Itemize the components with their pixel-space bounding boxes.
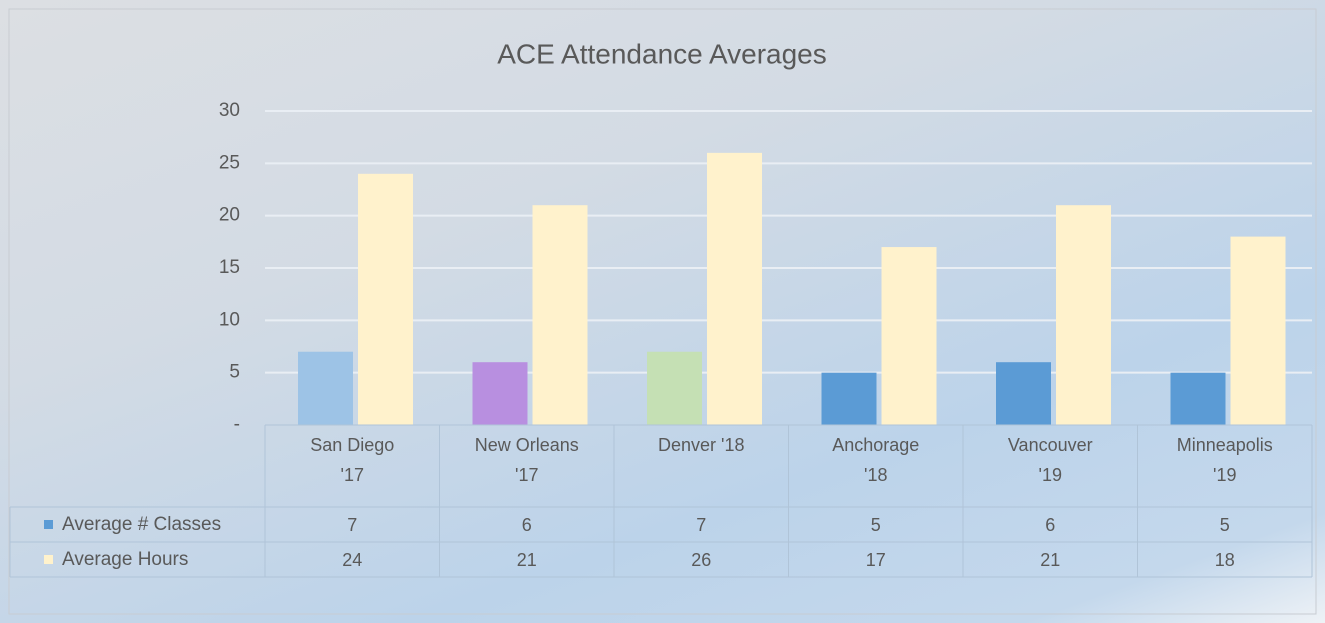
bar <box>996 362 1051 425</box>
table-value: 6 <box>1045 515 1056 535</box>
table-value: 26 <box>691 550 712 570</box>
legend-swatch <box>44 520 53 529</box>
y-tick-label: - <box>234 414 240 435</box>
bar <box>707 152 762 425</box>
table-value: 7 <box>347 515 358 535</box>
y-tick-label: 30 <box>219 100 240 121</box>
chart-title: ACE Attendance Averages <box>497 38 827 69</box>
bar <box>647 351 702 425</box>
bar <box>1170 372 1226 425</box>
legend-swatch <box>44 555 53 564</box>
y-tick-label: 25 <box>219 152 240 173</box>
table-value: 6 <box>521 515 532 535</box>
bar <box>358 173 413 425</box>
bar <box>821 372 877 425</box>
bar <box>1230 236 1286 425</box>
x-tick-label: Minneapolis '19 <box>1176 435 1273 485</box>
table-value: 18 <box>1214 550 1235 570</box>
x-tick-label: Denver '18 <box>658 435 745 455</box>
x-tick-label: San Diego '17 <box>310 435 395 485</box>
legend-label: Average # Classes <box>62 514 221 535</box>
table-value: 5 <box>870 515 881 535</box>
bar <box>1056 205 1111 425</box>
y-tick-label: 10 <box>219 309 240 330</box>
x-tick-label: New Orleans '17 <box>474 435 579 485</box>
bar <box>298 351 353 425</box>
bar <box>881 247 937 425</box>
legend-label: Average Hours <box>62 549 188 570</box>
y-tick-label: 20 <box>219 205 240 226</box>
x-tick-label: Vancouver '19 <box>1007 435 1093 485</box>
table-value: 5 <box>1219 515 1230 535</box>
table-value: 17 <box>865 550 886 570</box>
chart-border <box>8 8 1317 615</box>
table-value: 21 <box>1040 550 1061 570</box>
table-value: 7 <box>696 515 707 535</box>
x-tick-label: Anchorage '18 <box>832 435 920 485</box>
bar <box>472 362 528 425</box>
table-value: 21 <box>516 550 537 570</box>
y-tick-label: 15 <box>219 257 240 278</box>
table-value: 24 <box>342 550 363 570</box>
y-tick-label: 5 <box>229 362 240 383</box>
bar <box>532 205 588 425</box>
